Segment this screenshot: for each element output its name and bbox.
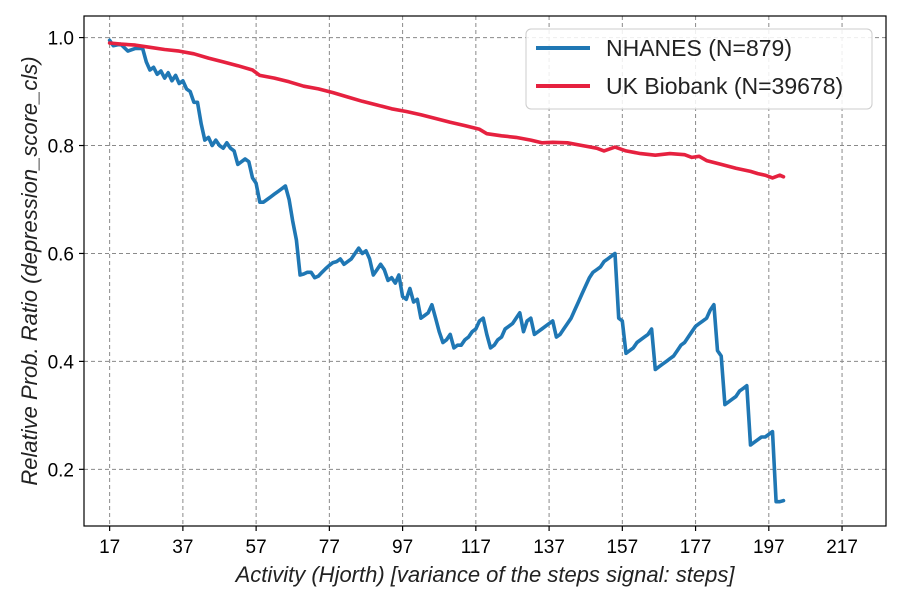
x-tick-label: 97 [392, 537, 413, 558]
x-tick-label: 137 [533, 537, 565, 558]
x-tick-label: 177 [680, 537, 712, 558]
x-tick-label: 37 [172, 537, 193, 558]
legend-box [525, 28, 873, 110]
y-tick-label: 1.0 [48, 29, 74, 50]
x-tick-label: 157 [606, 537, 638, 558]
legend: NHANES (N=879) UK Biobank (N=39678) [525, 28, 873, 110]
legend-label: UK Biobank (N=39678) [606, 73, 843, 99]
y-tick-label: 0.2 [48, 460, 74, 481]
series-layer [107, 38, 786, 504]
y-tick-label: 0.4 [48, 352, 75, 373]
plot-frame [83, 15, 887, 527]
y-tick-label: 0.8 [48, 137, 74, 158]
x-axis-title: Activity (Hjorth) [variance of the steps… [234, 562, 736, 587]
series-line-uk-biobank [107, 41, 786, 180]
y-tick-label: 0.6 [48, 244, 74, 265]
series-line-nhanes [107, 38, 786, 504]
y-axis-ticks: 0.2 0.4 0.6 0.8 1.0 [48, 29, 84, 481]
x-tick-label: 77 [319, 537, 340, 558]
x-tick-label: 197 [753, 537, 785, 558]
y-axis-title: Relative Prob. Ratio (depression_score_c… [17, 56, 42, 485]
x-tick-label: 217 [826, 537, 858, 558]
x-tick-label: 117 [461, 537, 491, 558]
x-tick-label: 17 [99, 537, 120, 558]
x-tick-label: 57 [246, 537, 267, 558]
legend-label: NHANES (N=879) [606, 35, 792, 61]
x-axis-ticks: 17 37 57 77 97 117 137 157 177 197 217 [99, 526, 858, 558]
